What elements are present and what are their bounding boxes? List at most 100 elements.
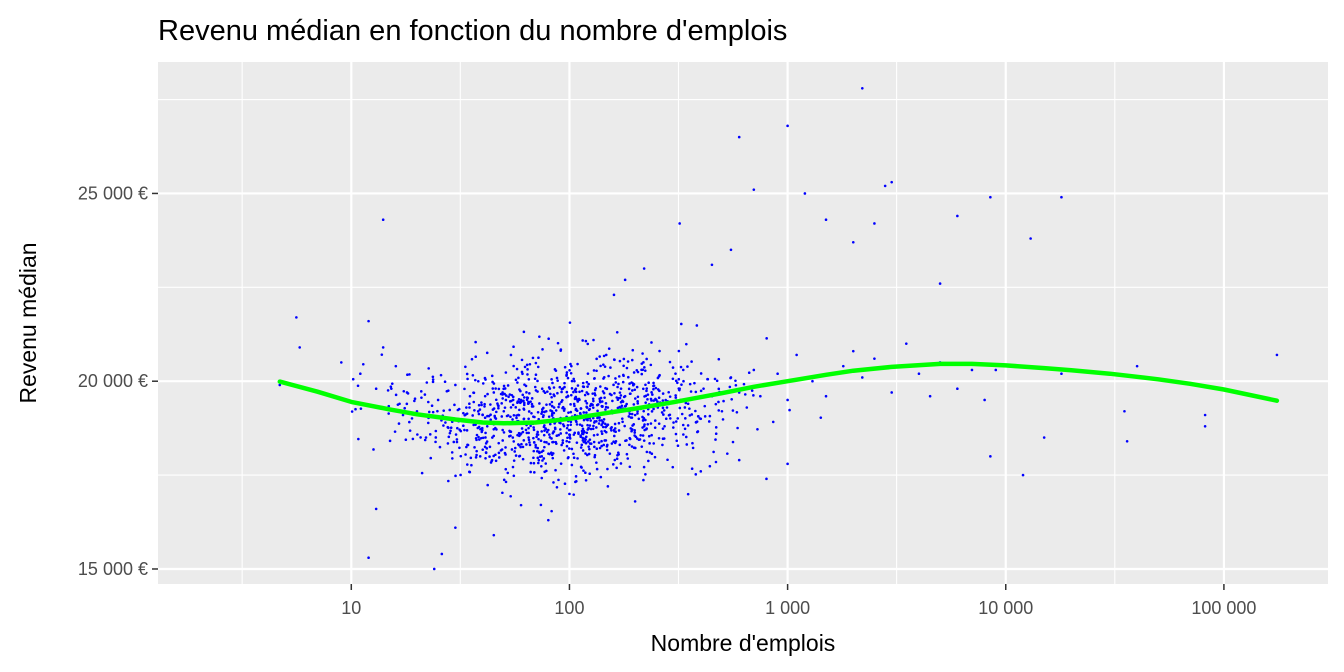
scatter-point <box>593 453 597 457</box>
scatter-point <box>640 445 644 448</box>
scatter-point <box>470 357 474 361</box>
scatter-point <box>597 441 601 444</box>
scatter-point <box>521 430 525 434</box>
scatter-point <box>519 389 522 393</box>
scatter-point <box>512 459 516 462</box>
scatter-point <box>707 420 711 423</box>
scatter-point <box>735 410 739 414</box>
scatter-point <box>656 400 659 403</box>
y-tick-label: 15 000 € <box>78 559 148 579</box>
scatter-point <box>644 472 647 476</box>
scatter-point <box>717 357 721 361</box>
scatter-point <box>531 405 535 408</box>
scatter-point <box>734 379 737 383</box>
scatter-point <box>587 452 591 456</box>
scatter-point <box>465 429 469 432</box>
scatter-point <box>515 414 518 417</box>
scatter-point <box>550 453 554 457</box>
scatter-point <box>786 398 789 402</box>
scatter-point <box>619 387 623 390</box>
scatter-point <box>1125 439 1129 443</box>
scatter-point <box>658 349 661 353</box>
scatter-point <box>641 419 645 422</box>
scatter-point <box>621 400 625 403</box>
scatter-point <box>465 412 469 415</box>
scatter-point <box>408 373 411 376</box>
scatter-point <box>448 431 452 435</box>
scatter-point <box>686 365 689 368</box>
scatter-point <box>547 415 551 418</box>
scatter-point <box>508 430 512 433</box>
scatter-point <box>558 385 562 389</box>
scatter-point <box>730 398 734 401</box>
scatter-point <box>576 384 580 387</box>
scatter-point <box>647 381 650 385</box>
scatter-point <box>613 458 617 462</box>
scatter-point <box>616 406 620 410</box>
scatter-point <box>501 439 505 442</box>
scatter-point <box>430 404 434 407</box>
scatter-point <box>374 387 378 391</box>
scatter-point <box>637 438 641 442</box>
scatter-point <box>599 396 603 400</box>
scatter-point <box>612 434 616 438</box>
scatter-point <box>474 355 478 359</box>
scatter-point <box>401 413 405 417</box>
scatter-point <box>540 430 544 433</box>
scatter-point <box>587 408 591 412</box>
scatter-point <box>586 392 590 396</box>
scatter-point <box>547 428 550 432</box>
scatter-point <box>676 381 679 385</box>
scatter-point <box>648 442 651 445</box>
scatter-point <box>546 390 549 393</box>
x-tick-label: 10 <box>341 598 361 618</box>
scatter-point <box>567 447 571 450</box>
scatter-point <box>554 369 558 372</box>
scatter-point <box>562 449 566 452</box>
x-tick-label: 100 000 <box>1191 598 1256 618</box>
scatter-point <box>489 403 492 406</box>
scatter-point <box>489 418 492 421</box>
scatter-point <box>715 379 719 383</box>
scatter-point <box>492 407 496 410</box>
scatter-point <box>677 387 681 390</box>
scatter-point <box>1060 372 1063 375</box>
scatter-point <box>710 263 714 267</box>
scatter-point <box>457 407 461 411</box>
scatter-point <box>556 391 559 395</box>
scatter-point <box>717 387 721 391</box>
scatter-point <box>484 456 487 460</box>
scatter-point <box>613 441 617 445</box>
scatter-point <box>743 393 747 396</box>
scatter-point <box>841 364 845 368</box>
scatter-point <box>569 410 573 414</box>
scatter-point <box>613 422 617 426</box>
scatter-point <box>551 440 554 444</box>
scatter-point <box>591 397 595 401</box>
scatter-point <box>568 321 572 324</box>
scatter-point <box>598 355 602 358</box>
scatter-point <box>545 441 548 444</box>
scatter-point <box>717 400 720 404</box>
scatter-point <box>694 409 697 413</box>
scatter-point <box>668 395 672 398</box>
scatter-point <box>639 434 642 437</box>
scatter-point <box>557 402 561 406</box>
scatter-point <box>448 408 452 412</box>
scatter-point <box>573 431 577 435</box>
scatter-point <box>497 456 501 459</box>
scatter-point <box>595 447 599 451</box>
scatter-point <box>581 427 585 431</box>
scatter-point <box>454 526 457 529</box>
scatter-point <box>518 434 521 438</box>
scatter-point <box>654 397 657 401</box>
scatter-point <box>533 377 537 381</box>
scatter-point <box>627 387 631 391</box>
scatter-point <box>450 451 454 454</box>
scatter-point <box>703 404 707 408</box>
scatter-point <box>468 394 472 398</box>
scatter-point <box>516 401 519 405</box>
scatter-point <box>588 472 592 476</box>
scatter-point <box>522 399 525 403</box>
scatter-point <box>682 433 685 436</box>
